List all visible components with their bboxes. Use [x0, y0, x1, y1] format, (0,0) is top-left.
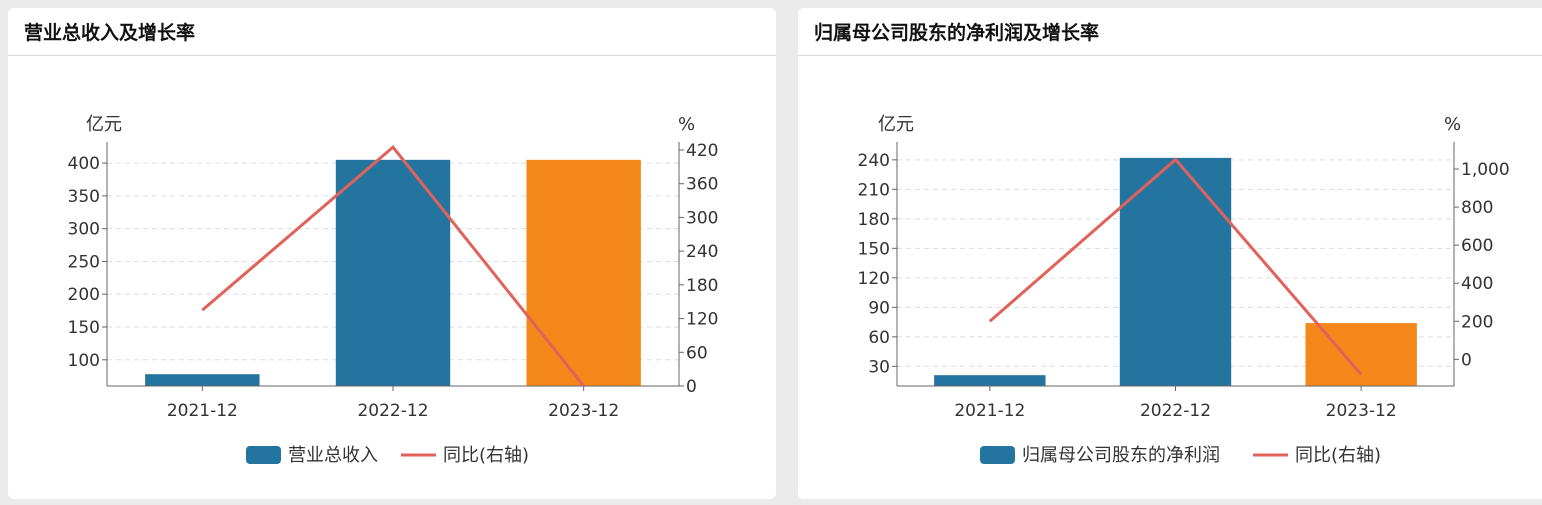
left-tick-label: 60: [868, 328, 890, 348]
x-tick-label: 2021-12: [167, 401, 238, 421]
revenue-chart: 100 150 200 250 300 350 400 0 60 120 180 240 300 360 4…: [68, 114, 719, 466]
left-tick-label: 200: [68, 285, 100, 305]
growth-rate-line: [988, 157, 1363, 376]
legend-bar-swatch: [246, 446, 281, 464]
left-tick-label: 250: [68, 252, 100, 272]
right-tick-label: 60: [686, 343, 708, 363]
right-tick-label: 180: [686, 276, 718, 296]
right-tick-label: 800: [1461, 198, 1493, 218]
bar-2021-12: [145, 374, 260, 386]
left-tick-label: 120: [858, 269, 890, 289]
bar-2023-12: [1305, 323, 1417, 386]
left-tick-label: 350: [68, 187, 100, 207]
x-tick-label: 2023-12: [548, 401, 619, 421]
left-axis-unit: 亿元: [878, 114, 914, 135]
growth-rate-line: [201, 145, 585, 387]
right-tick-label: 360: [686, 175, 718, 195]
x-tick-label: 2021-12: [954, 401, 1025, 421]
left-tick-label: 300: [68, 220, 100, 240]
right-tick-label: 240: [686, 242, 718, 262]
left-tick-label: 240: [858, 151, 890, 171]
legend-line-label: 同比(右轴): [1295, 445, 1381, 466]
left-tick-label: 30: [868, 357, 890, 377]
left-tick-label: 100: [68, 351, 100, 371]
right-tick-label: 300: [686, 208, 718, 228]
legend-bar-label: 归属母公司股东的净利润: [1022, 445, 1220, 466]
right-tick-label: 200: [1461, 312, 1493, 332]
right-tick-label: 420: [686, 141, 718, 161]
x-tick-label: 2022-12: [357, 401, 428, 421]
right-tick-label: 400: [1461, 274, 1493, 294]
left-axis-unit: 亿元: [86, 114, 122, 135]
net-profit-panel-header: 归属母公司股东的净利润及增长率: [798, 8, 1542, 56]
left-tick-label: 400: [68, 154, 100, 174]
legend-bar-swatch: [980, 446, 1015, 464]
right-tick-label: 600: [1461, 236, 1493, 256]
bar-2021-12: [934, 375, 1046, 386]
left-tick-label: 90: [868, 298, 890, 318]
net-profit-panel-title: 归属母公司股东的净利润及增长率: [814, 22, 1100, 44]
revenue-panel-title: 营业总收入及增长率: [24, 22, 196, 44]
right-tick-label: 120: [686, 310, 718, 330]
revenue-panel: 营业总收入及增长率 100 150 200 250 300 350 400 0 60 120 180…: [8, 8, 776, 499]
revenue-panel-header: 营业总收入及增长率: [8, 8, 776, 56]
right-tick-label: 0: [686, 377, 697, 397]
net-profit-panel: 归属母公司股东的净利润及增长率 30 60 90 120 150 180 210 240 0 20…: [798, 8, 1542, 499]
bar-2022-12: [335, 159, 451, 386]
bar-2022-12: [1119, 157, 1232, 386]
x-tick-label: 2022-12: [1140, 401, 1211, 421]
bar-2023-12: [526, 159, 641, 386]
net-profit-chart: 30 60 90 120 150 180 210 240 0 200 400 600 800 1,000 2…: [858, 114, 1510, 466]
right-axis-unit: %: [1444, 114, 1461, 135]
left-tick-label: 150: [68, 318, 100, 338]
left-tick-label: 210: [858, 180, 890, 200]
right-tick-label: 0: [1461, 350, 1472, 370]
legend-line-label: 同比(右轴): [443, 445, 529, 466]
legend-bar-label: 营业总收入: [288, 445, 378, 466]
right-tick-label: 1,000: [1461, 160, 1510, 180]
left-tick-label: 150: [858, 239, 890, 259]
right-axis-unit: %: [678, 114, 695, 135]
x-tick-label: 2023-12: [1326, 401, 1397, 421]
left-tick-label: 180: [858, 210, 890, 230]
